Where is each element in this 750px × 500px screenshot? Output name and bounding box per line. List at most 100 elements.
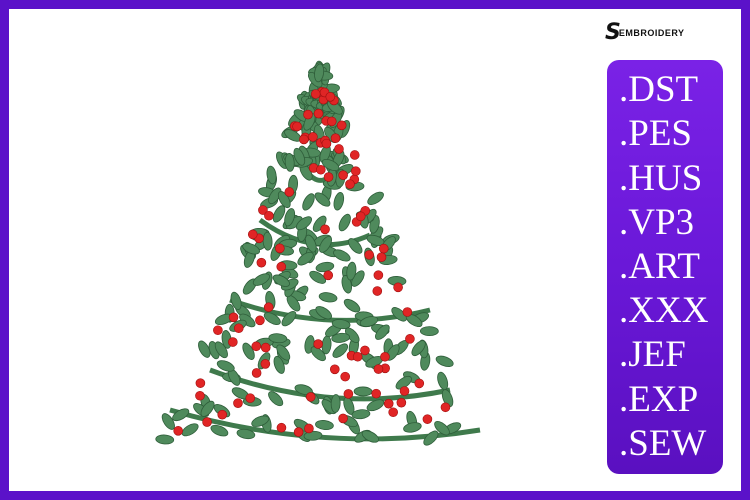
berry bbox=[245, 393, 256, 403]
berry bbox=[292, 121, 302, 132]
berry bbox=[233, 323, 244, 334]
formats-panel: .DST .PES .HUS .VP3 .ART .XXX .JEF .EXP … bbox=[607, 60, 723, 474]
berry bbox=[349, 150, 360, 160]
berry bbox=[336, 120, 347, 131]
brand-logo: S EMBROIDERY bbox=[605, 20, 685, 45]
holly-leaf bbox=[411, 340, 426, 357]
berry bbox=[316, 164, 326, 175]
berry bbox=[308, 132, 318, 142]
berry bbox=[293, 427, 304, 437]
logo-text: EMBROIDERY bbox=[618, 27, 685, 38]
holly-leaf bbox=[395, 375, 412, 390]
berry bbox=[195, 390, 205, 401]
holly-leaf bbox=[331, 332, 351, 343]
berry bbox=[260, 359, 271, 369]
berry bbox=[350, 166, 361, 176]
holly-leaf bbox=[216, 360, 235, 372]
format-pes: .PES bbox=[619, 113, 693, 155]
berry bbox=[284, 187, 295, 197]
holly-leaf bbox=[295, 216, 313, 231]
berry bbox=[202, 417, 212, 427]
berry bbox=[352, 351, 363, 362]
berry bbox=[380, 351, 390, 362]
holly-leaf bbox=[423, 430, 439, 446]
format-exp: .EXP bbox=[619, 378, 699, 420]
holly-leaf bbox=[161, 413, 175, 430]
berry bbox=[376, 252, 387, 263]
holly-tree-illustration bbox=[155, 60, 481, 446]
berry bbox=[378, 243, 389, 254]
berry bbox=[299, 134, 309, 145]
holly-leaf bbox=[361, 430, 379, 443]
berry bbox=[325, 92, 336, 102]
berry bbox=[321, 138, 332, 149]
berry bbox=[275, 243, 285, 254]
berry bbox=[228, 312, 239, 323]
holly-leaf bbox=[273, 355, 285, 374]
holly-leaf bbox=[276, 344, 291, 361]
berry bbox=[373, 270, 384, 280]
berry bbox=[173, 426, 183, 436]
berry bbox=[371, 388, 381, 399]
holly-leaf bbox=[346, 261, 357, 281]
berry bbox=[320, 224, 330, 235]
holly-leaf bbox=[338, 213, 351, 232]
holly-leaf bbox=[303, 113, 316, 131]
berry bbox=[383, 398, 394, 409]
holly-leaf bbox=[332, 343, 349, 358]
holly-leaf bbox=[181, 423, 199, 437]
holly-leaf bbox=[348, 238, 363, 254]
berry bbox=[260, 342, 271, 353]
holly-leaf bbox=[230, 291, 242, 310]
holly-leaf bbox=[333, 249, 351, 262]
berry bbox=[276, 261, 287, 272]
holly-leaf bbox=[214, 341, 228, 359]
berry bbox=[414, 378, 425, 389]
holly-leaf bbox=[343, 298, 361, 313]
berry bbox=[393, 282, 403, 293]
berry bbox=[338, 413, 348, 424]
berry bbox=[440, 402, 451, 413]
holly-leaf bbox=[302, 193, 315, 211]
berry bbox=[343, 389, 354, 399]
format-sew: .SEW bbox=[619, 422, 707, 464]
holly-leaf bbox=[305, 234, 317, 253]
berry bbox=[330, 133, 341, 144]
holly-leaf bbox=[403, 422, 422, 433]
berry bbox=[258, 205, 268, 215]
berry bbox=[340, 371, 350, 382]
berry bbox=[345, 179, 355, 190]
holly-leaf bbox=[198, 340, 211, 358]
holly-leaf bbox=[351, 409, 371, 420]
holly-leaf bbox=[272, 274, 290, 287]
holly-leaf bbox=[172, 408, 190, 422]
logo-mark: S bbox=[605, 20, 621, 45]
holly-leaf bbox=[315, 420, 334, 430]
berry bbox=[372, 286, 383, 296]
holly-leaf bbox=[294, 384, 313, 396]
holly-leaf bbox=[315, 306, 332, 320]
holly-leaf bbox=[437, 371, 449, 391]
berry bbox=[329, 364, 340, 375]
holly-leaf bbox=[434, 420, 450, 436]
berry bbox=[396, 397, 407, 408]
berry bbox=[323, 270, 334, 281]
holly-leaf bbox=[359, 316, 379, 327]
holly-leaf bbox=[333, 192, 345, 211]
berry bbox=[251, 368, 262, 378]
holly-leaf bbox=[200, 400, 215, 417]
holly-leaf bbox=[367, 191, 384, 205]
berry bbox=[233, 398, 243, 408]
holly-leaf bbox=[309, 270, 327, 284]
holly-leaf bbox=[236, 428, 256, 440]
holly-leaf bbox=[375, 324, 390, 340]
holly-leaf bbox=[210, 424, 229, 437]
berry bbox=[422, 414, 433, 424]
format-vp3: .VP3 bbox=[619, 201, 695, 243]
berry bbox=[217, 409, 228, 420]
holly-leaf bbox=[284, 153, 295, 172]
berry bbox=[213, 325, 223, 336]
format-jef: .JEF bbox=[619, 334, 686, 376]
berry bbox=[323, 172, 334, 182]
holly-leaf bbox=[268, 333, 288, 344]
